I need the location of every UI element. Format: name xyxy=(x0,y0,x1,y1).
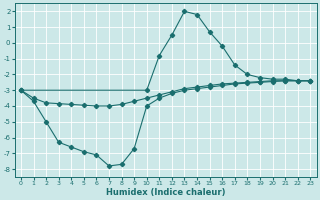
X-axis label: Humidex (Indice chaleur): Humidex (Indice chaleur) xyxy=(106,188,225,197)
